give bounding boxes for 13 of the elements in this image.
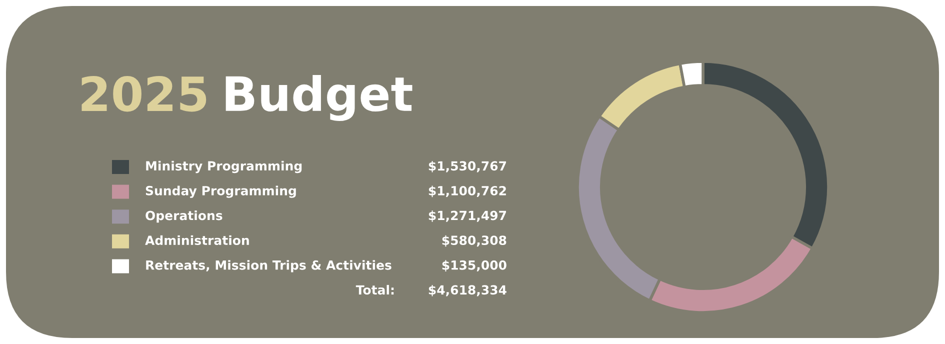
data-label: $1,271,497: [428, 210, 506, 222]
text: Total:: [356, 284, 394, 295]
data-label: $1,530,767: [428, 160, 506, 172]
chart-title: 2025 Budget: [82, 74, 412, 122]
legend-label: Ministry Programming: [146, 160, 302, 174]
text: $4,618,334: [428, 284, 506, 296]
legend-label: Sunday Programming: [146, 186, 296, 198]
data-label: $135,000: [442, 260, 506, 272]
legend-label: Operations: [146, 210, 222, 223]
data-label: $580,308: [442, 235, 506, 247]
data-label: $1,100,762: [428, 186, 506, 198]
legend-label: Administration: [145, 235, 249, 246]
legend-label: Retreats, Mission Trips & Activities: [146, 260, 392, 272]
